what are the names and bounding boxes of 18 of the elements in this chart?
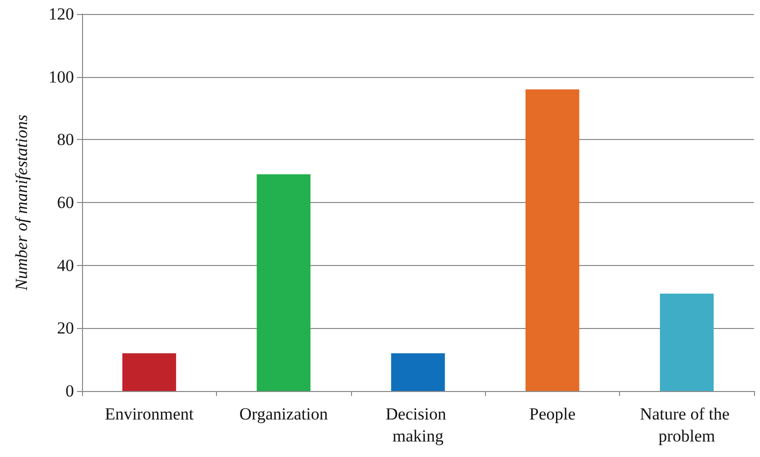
bar bbox=[526, 89, 580, 391]
y-axis-title: Number of manifestations bbox=[12, 114, 31, 292]
bar bbox=[122, 353, 176, 391]
bar bbox=[660, 294, 714, 391]
x-tick-label: Decision making bbox=[386, 404, 450, 446]
y-tick-label: 60 bbox=[57, 193, 74, 212]
x-tick-label: People bbox=[529, 404, 576, 424]
y-tick-label: 40 bbox=[57, 256, 74, 275]
y-tick-label: 100 bbox=[48, 67, 74, 86]
y-tick-label: 80 bbox=[57, 130, 74, 150]
bar bbox=[391, 353, 445, 391]
y-tick-label: 120 bbox=[48, 4, 74, 24]
x-tick-label: Nature of the problem bbox=[640, 404, 734, 446]
bar bbox=[256, 174, 310, 391]
x-tick-label: Organization bbox=[239, 404, 328, 424]
y-tick-label: 0 bbox=[66, 382, 74, 400]
y-tick-label: 20 bbox=[57, 318, 74, 338]
x-tick-label: Environment bbox=[104, 404, 194, 424]
